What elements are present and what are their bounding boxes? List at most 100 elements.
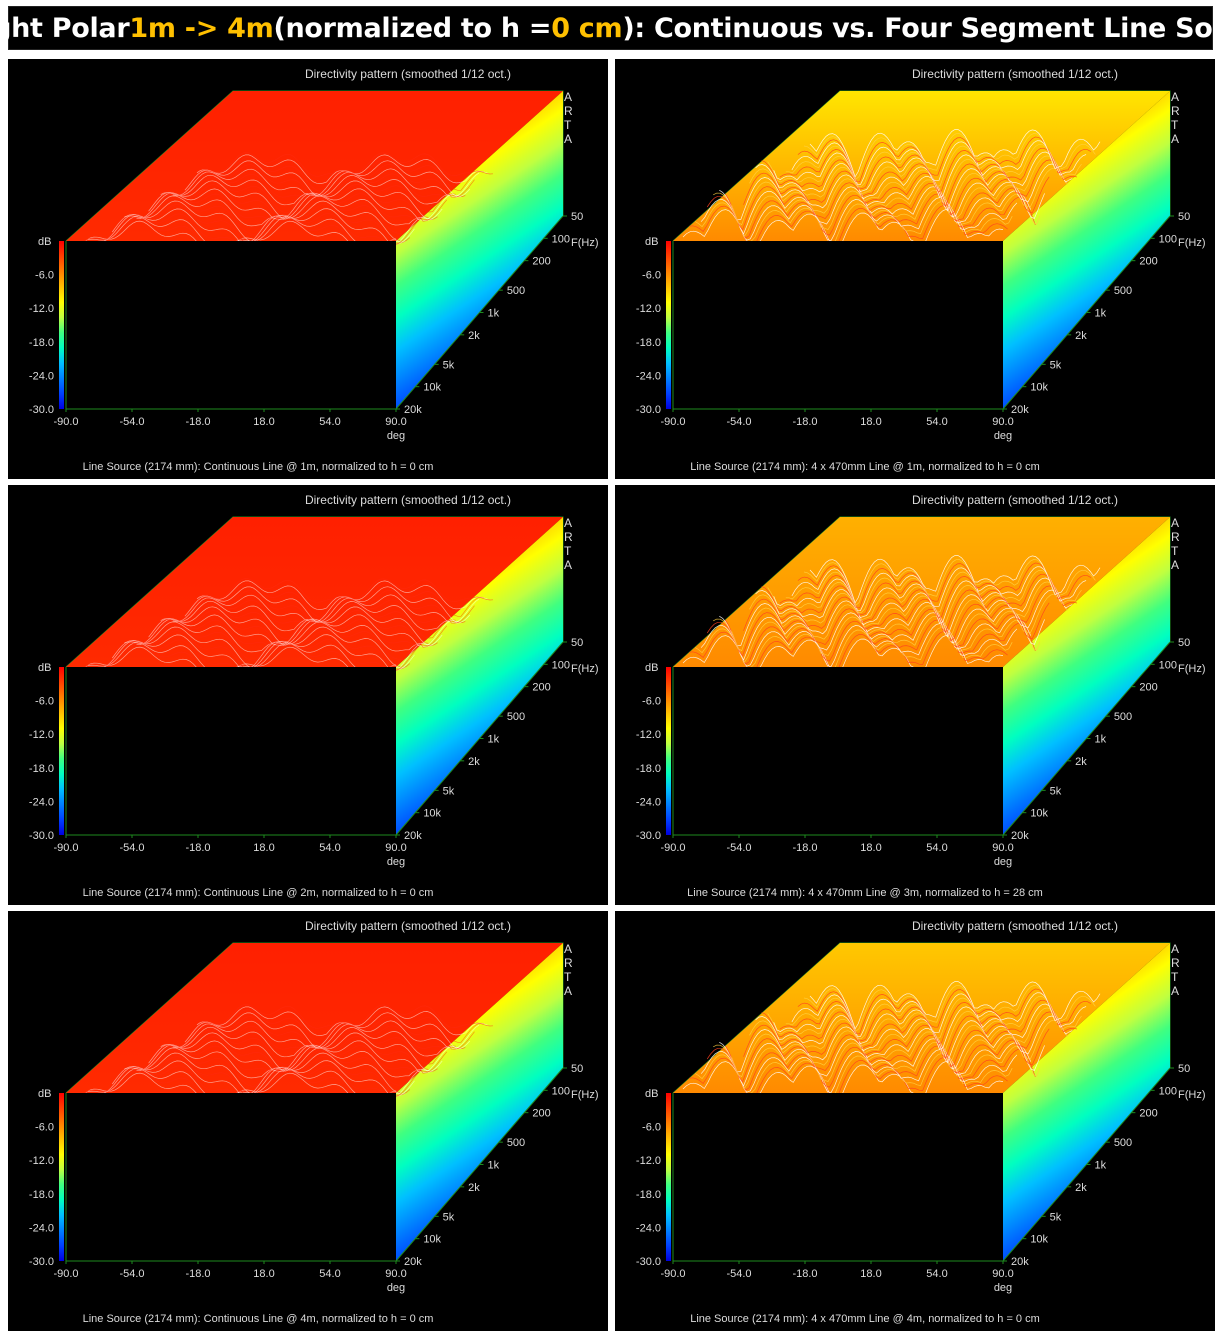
color-scale-bar [666,1093,671,1261]
z-tick-label: 20k [404,404,422,416]
x-tick-label: 54.0 [319,416,340,428]
x-tick-label: -54.0 [119,1268,144,1280]
surface-wireframe [75,578,494,691]
arta-letter: A [1171,942,1179,956]
y-tick-label: -30.0 [636,830,661,842]
x-tick-label: -90.0 [53,416,78,428]
arta-letter: A [564,516,572,530]
z-tick-label: 1k [1095,308,1107,320]
z-tick-label: 100 [552,1085,570,1097]
y-tick-label: -6.0 [35,270,54,282]
x-tick-label: -18.0 [185,1268,210,1280]
x-tick-label: -54.0 [726,842,751,854]
z-axis-label: F(Hz) [571,663,599,675]
z-tick-label: 200 [532,256,550,268]
z-axis-label: F(Hz) [571,237,599,249]
arta-letter: A [1171,90,1179,104]
chart-caption: Line Source (2174 mm): 4 x 470mm Line @ … [690,461,1040,473]
y-tick-label: -6.0 [35,1122,54,1134]
x-tick-label: 90.0 [992,1268,1013,1280]
figure-title: Height Polar 1m -> 4m (normalized to h =… [0,6,1222,50]
z-tick-label: 20k [1011,1256,1029,1268]
y-tick-label: -6.0 [642,696,661,708]
arta-letter: A [1171,984,1179,998]
front-face [673,667,1003,835]
x-tick-label: 90.0 [992,842,1013,854]
y-tick-label: -12.0 [29,729,54,741]
chart-title: Directivity pattern (smoothed 1/12 oct.) [912,493,1118,507]
y-axis-label: dB [645,662,658,674]
z-tick-label: 10k [423,1234,441,1246]
y-axis-label: dB [645,1088,658,1100]
z-tick-label: 2k [468,1182,480,1194]
arta-letter: A [564,90,572,104]
z-tick-label: 10k [1030,382,1048,394]
x-axis-label: deg [994,1282,1012,1294]
z-tick-label: 200 [532,682,550,694]
surface-top [66,943,563,1093]
arta-letter: R [1171,956,1180,970]
panel-continuous-1m: Directivity pattern (smoothed 1/12 oct.)… [8,59,608,479]
z-tick-label: 1k [488,308,500,320]
z-tick-label: 10k [1030,1234,1048,1246]
x-tick-label: -54.0 [726,416,751,428]
z-tick-label: 20k [404,830,422,842]
chart-caption: Line Source (2174 mm): 4 x 470mm Line @ … [687,887,1043,899]
chart-caption: Line Source (2174 mm): 4 x 470mm Line @ … [690,1313,1040,1325]
z-tick-label: 100 [552,233,570,245]
chart-title: Directivity pattern (smoothed 1/12 oct.) [912,919,1118,933]
z-tick-label: 1k [488,1160,500,1172]
surface-wireframe [682,129,1101,259]
z-tick-label: 500 [507,1137,525,1149]
x-tick-label: 18.0 [253,416,274,428]
front-face [673,241,1003,409]
z-tick-label: 1k [1095,1160,1107,1172]
y-tick-label: -30.0 [636,1256,661,1268]
arta-letter: R [564,530,573,544]
arta-letter: T [564,118,572,132]
x-tick-label: -18.0 [185,842,210,854]
x-tick-label: 18.0 [253,842,274,854]
z-tick-label: 10k [423,382,441,394]
y-tick-label: -24.0 [636,1222,661,1234]
x-tick-label: -90.0 [660,416,685,428]
title-text: Height Polar [0,12,130,44]
y-tick-label: -18.0 [636,337,661,349]
x-tick-label: 18.0 [860,842,881,854]
z-tick-label: 100 [552,659,570,671]
z-tick-label: 500 [507,285,525,297]
z-tick-label: 10k [423,808,441,820]
z-tick-label: 50 [1178,1063,1190,1075]
arta-letter: R [1171,530,1180,544]
z-tick-label: 5k [1050,359,1062,371]
chart-title: Directivity pattern (smoothed 1/12 oct.) [305,919,511,933]
z-axis-label: F(Hz) [1178,237,1206,249]
z-axis-label: F(Hz) [1178,1089,1206,1101]
chart-title: Directivity pattern (smoothed 1/12 oct.) [305,67,511,81]
z-tick-label: 5k [443,359,455,371]
y-tick-label: -12.0 [29,303,54,315]
chart-title: Directivity pattern (smoothed 1/12 oct.) [912,67,1118,81]
y-axis-label: dB [645,236,658,248]
z-tick-label: 100 [1159,1085,1177,1097]
title-highlight: 1m -> 4m [129,12,274,44]
z-tick-label: 100 [1159,659,1177,671]
surface-top [673,517,1170,667]
x-tick-label: 54.0 [926,416,947,428]
y-tick-label: -24.0 [636,796,661,808]
title-highlight: 0 cm [551,12,623,44]
x-tick-label: -18.0 [185,416,210,428]
frequency-face [396,517,563,835]
frequency-face [1003,91,1170,409]
y-tick-label: -12.0 [636,1155,661,1167]
z-tick-label: 2k [468,330,480,342]
z-tick-label: 5k [443,785,455,797]
y-tick-label: -18.0 [636,1189,661,1201]
z-tick-label: 5k [1050,785,1062,797]
arta-letter: T [1171,970,1179,984]
surface-wireframe [682,981,1101,1111]
x-tick-label: 54.0 [926,842,947,854]
